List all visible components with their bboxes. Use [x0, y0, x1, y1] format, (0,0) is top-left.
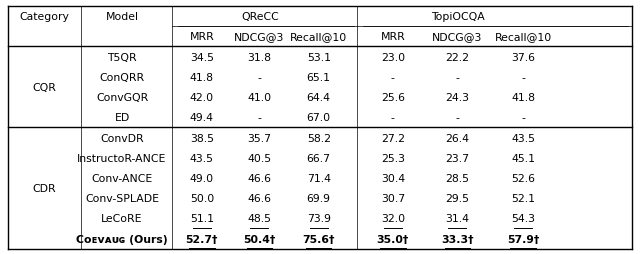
- Text: 64.4: 64.4: [307, 93, 331, 103]
- Text: 49.0: 49.0: [190, 173, 214, 183]
- Text: 42.0: 42.0: [190, 93, 214, 103]
- Text: CQR: CQR: [32, 83, 56, 92]
- Text: Conv-ANCE: Conv-ANCE: [92, 173, 153, 183]
- Text: 33.3†: 33.3†: [441, 234, 474, 244]
- Text: 73.9: 73.9: [307, 214, 331, 224]
- Text: -: -: [257, 73, 261, 83]
- Text: 65.1: 65.1: [307, 73, 331, 83]
- Text: 34.5: 34.5: [190, 52, 214, 62]
- Text: 43.5: 43.5: [190, 153, 214, 163]
- Text: 52.7†: 52.7†: [186, 234, 218, 244]
- Text: InstructoR-ANCE: InstructoR-ANCE: [77, 153, 166, 163]
- Text: T5QR: T5QR: [108, 52, 137, 62]
- Text: Recall@10: Recall@10: [495, 32, 552, 42]
- Text: 50.0: 50.0: [189, 193, 214, 203]
- Text: ConvGQR: ConvGQR: [96, 93, 148, 103]
- Text: 23.7: 23.7: [445, 153, 469, 163]
- Text: -: -: [521, 113, 525, 123]
- Text: 69.9: 69.9: [307, 193, 331, 203]
- Text: 25.6: 25.6: [381, 93, 405, 103]
- Text: Category: Category: [19, 12, 69, 22]
- Text: 54.3: 54.3: [511, 214, 535, 224]
- Text: 40.5: 40.5: [247, 153, 271, 163]
- Text: QReCC: QReCC: [241, 12, 279, 22]
- Text: MRR: MRR: [380, 32, 405, 42]
- Text: 45.1: 45.1: [511, 153, 535, 163]
- Text: 75.6†: 75.6†: [303, 234, 335, 244]
- Text: 58.2: 58.2: [307, 133, 331, 143]
- Text: 35.0†: 35.0†: [376, 234, 409, 244]
- Text: 25.3: 25.3: [381, 153, 405, 163]
- Text: Model: Model: [106, 12, 138, 22]
- Text: 29.5: 29.5: [445, 193, 469, 203]
- Text: 46.6: 46.6: [247, 173, 271, 183]
- Text: -: -: [391, 113, 395, 123]
- Text: 37.6: 37.6: [511, 52, 535, 62]
- Text: 31.8: 31.8: [247, 52, 271, 62]
- Text: -: -: [391, 73, 395, 83]
- Text: NDCG@3: NDCG@3: [234, 32, 285, 42]
- Text: 48.5: 48.5: [247, 214, 271, 224]
- Text: 53.1: 53.1: [307, 52, 331, 62]
- Text: 41.0: 41.0: [247, 93, 271, 103]
- Text: Conv-SPLADE: Conv-SPLADE: [85, 193, 159, 203]
- Text: -: -: [521, 73, 525, 83]
- Text: 41.8: 41.8: [511, 93, 535, 103]
- Text: ConvDR: ConvDR: [100, 133, 144, 143]
- Text: 35.7: 35.7: [247, 133, 271, 143]
- Text: 28.5: 28.5: [445, 173, 469, 183]
- Text: 30.4: 30.4: [381, 173, 405, 183]
- Text: 32.0: 32.0: [381, 214, 405, 224]
- Text: 57.9†: 57.9†: [507, 234, 540, 244]
- Text: 67.0: 67.0: [307, 113, 331, 123]
- Text: -: -: [456, 113, 460, 123]
- Text: -: -: [456, 73, 460, 83]
- Text: 49.4: 49.4: [190, 113, 214, 123]
- Text: 23.0: 23.0: [381, 52, 405, 62]
- Text: NDCG@3: NDCG@3: [432, 32, 483, 42]
- Text: 52.1: 52.1: [511, 193, 535, 203]
- Text: 50.4†: 50.4†: [243, 234, 275, 244]
- Text: 66.7: 66.7: [307, 153, 331, 163]
- Text: CDR: CDR: [32, 183, 56, 193]
- Text: 52.6: 52.6: [511, 173, 535, 183]
- Text: MRR: MRR: [189, 32, 214, 42]
- Text: 30.7: 30.7: [381, 193, 405, 203]
- Text: 41.8: 41.8: [190, 73, 214, 83]
- Text: 71.4: 71.4: [307, 173, 331, 183]
- Text: 46.6: 46.6: [247, 193, 271, 203]
- Text: Cᴏᴇᴠᴀᴜɢ (Ours): Cᴏᴇᴠᴀᴜɢ (Ours): [76, 234, 168, 244]
- Text: 31.4: 31.4: [445, 214, 469, 224]
- Text: 38.5: 38.5: [190, 133, 214, 143]
- Text: 27.2: 27.2: [381, 133, 405, 143]
- Text: -: -: [257, 113, 261, 123]
- Text: Recall@10: Recall@10: [290, 32, 348, 42]
- Text: TopiOCQA: TopiOCQA: [431, 12, 484, 22]
- Text: 22.2: 22.2: [445, 52, 469, 62]
- Text: 51.1: 51.1: [190, 214, 214, 224]
- Text: ED: ED: [115, 113, 130, 123]
- Text: LeCoRE: LeCoRE: [101, 214, 143, 224]
- Text: 26.4: 26.4: [445, 133, 469, 143]
- Text: 43.5: 43.5: [511, 133, 535, 143]
- Text: 24.3: 24.3: [445, 93, 469, 103]
- Text: ConQRR: ConQRR: [99, 73, 145, 83]
